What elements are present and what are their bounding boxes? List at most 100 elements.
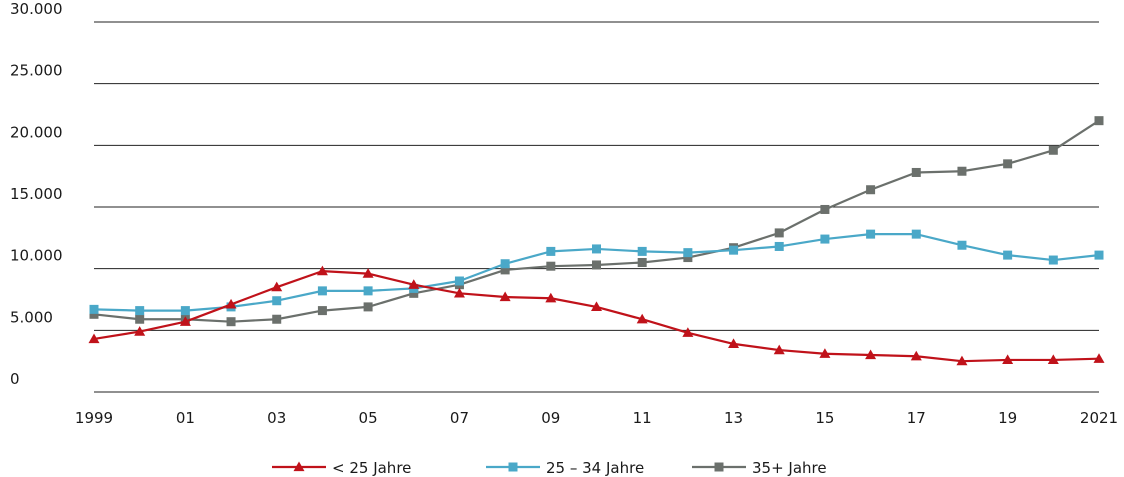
data-point (683, 248, 693, 258)
data-point (591, 301, 602, 312)
data-point (1048, 255, 1058, 265)
data-point (272, 296, 282, 306)
data-point (819, 348, 831, 358)
data-point (499, 291, 511, 302)
data-point (957, 166, 967, 176)
x-tick-label: 11 (633, 409, 652, 427)
data-point (1094, 250, 1104, 260)
x-tick-label: 09 (541, 409, 560, 427)
y-tick-label: 0 (10, 370, 20, 388)
data-point (1093, 353, 1105, 363)
legend-item-0: < 25 Jahre (272, 459, 411, 477)
data-point (453, 287, 465, 298)
data-point (316, 265, 328, 276)
x-tick-label: 01 (176, 409, 195, 427)
data-point (89, 309, 99, 319)
x-tick-label: 13 (724, 409, 743, 427)
x-tick-label: 07 (450, 409, 469, 427)
data-point (728, 338, 740, 349)
data-point (134, 326, 146, 336)
data-point (1003, 250, 1013, 260)
data-point (729, 245, 739, 255)
y-tick-label: 15.000 (10, 185, 63, 203)
y-tick-label: 25.000 (10, 62, 63, 80)
data-point (180, 306, 190, 316)
data-point (1048, 145, 1058, 155)
data-point (682, 327, 694, 337)
data-point (1003, 159, 1013, 169)
legend-swatch-marker (508, 462, 518, 472)
data-point (317, 306, 327, 316)
legend-label: < 25 Jahre (332, 459, 411, 477)
data-point (179, 316, 191, 326)
legend-label: 35+ Jahre (752, 459, 827, 477)
y-tick-label: 10.000 (10, 247, 63, 265)
data-point (774, 228, 784, 238)
x-tick-label: 19 (998, 409, 1017, 427)
data-point (225, 298, 237, 309)
data-point (546, 261, 556, 271)
data-point (866, 185, 876, 195)
data-point (1047, 354, 1059, 365)
data-point (957, 240, 967, 250)
legend: < 25 Jahre 25 – 34 Jahre 35+ Jahre (272, 459, 827, 477)
data-point (271, 281, 283, 292)
data-point (317, 286, 327, 296)
x-tick-label: 17 (907, 409, 926, 427)
data-point (409, 288, 419, 298)
data-point (1002, 354, 1014, 365)
x-tick-label: 2021 (1080, 409, 1118, 427)
x-tick-label: 1999 (75, 409, 113, 427)
data-point (88, 333, 100, 344)
data-point (865, 349, 877, 360)
x-tick-label: 03 (267, 409, 286, 427)
data-point (454, 276, 464, 286)
data-point (363, 286, 373, 296)
series-lines (88, 116, 1105, 366)
legend-item-1: 25 – 34 Jahre (486, 459, 644, 477)
data-point (226, 317, 236, 327)
data-point (545, 292, 557, 303)
data-point (820, 234, 830, 244)
data-point (592, 260, 601, 270)
data-point (362, 268, 374, 278)
data-point (866, 229, 876, 239)
data-point (910, 350, 922, 361)
series-line (93, 119, 1100, 323)
data-point (135, 306, 145, 316)
x-tick-label: 05 (359, 409, 378, 427)
y-axis-tick-labels: 0 5.000 10.000 15.000 20.000 25.000 30.000 (10, 0, 63, 388)
series-line (93, 270, 1100, 363)
data-point (89, 304, 99, 314)
legend-item-2: 35+ Jahre (692, 459, 827, 477)
data-point (1094, 116, 1104, 126)
data-point (500, 259, 510, 269)
x-tick-label: 15 (815, 409, 834, 427)
legend-swatch-marker (714, 462, 724, 472)
data-point (637, 258, 647, 267)
data-point (546, 246, 556, 256)
data-point (773, 344, 785, 355)
data-point (956, 355, 968, 366)
data-point (683, 253, 693, 263)
legend-swatch-marker (293, 461, 305, 472)
data-point (363, 302, 373, 312)
data-point (500, 265, 510, 275)
data-point (636, 313, 648, 324)
legend-label: 25 – 34 Jahre (546, 459, 644, 477)
data-point (272, 314, 282, 324)
y-tick-label: 5.000 (10, 308, 53, 326)
gridlines (94, 21, 1099, 393)
x-axis-tick-labels: 1999 01 03 05 07 09 11 13 15 17 19 2021 (75, 409, 1118, 427)
data-point (135, 314, 145, 324)
data-point (820, 204, 830, 214)
data-point (592, 244, 601, 254)
data-point (911, 229, 921, 239)
data-point (637, 246, 647, 256)
data-point (774, 241, 784, 251)
y-tick-label: 30.000 (10, 0, 63, 18)
y-tick-label: 20.000 (10, 123, 63, 141)
data-point (408, 279, 420, 289)
series-0 (88, 265, 1105, 366)
